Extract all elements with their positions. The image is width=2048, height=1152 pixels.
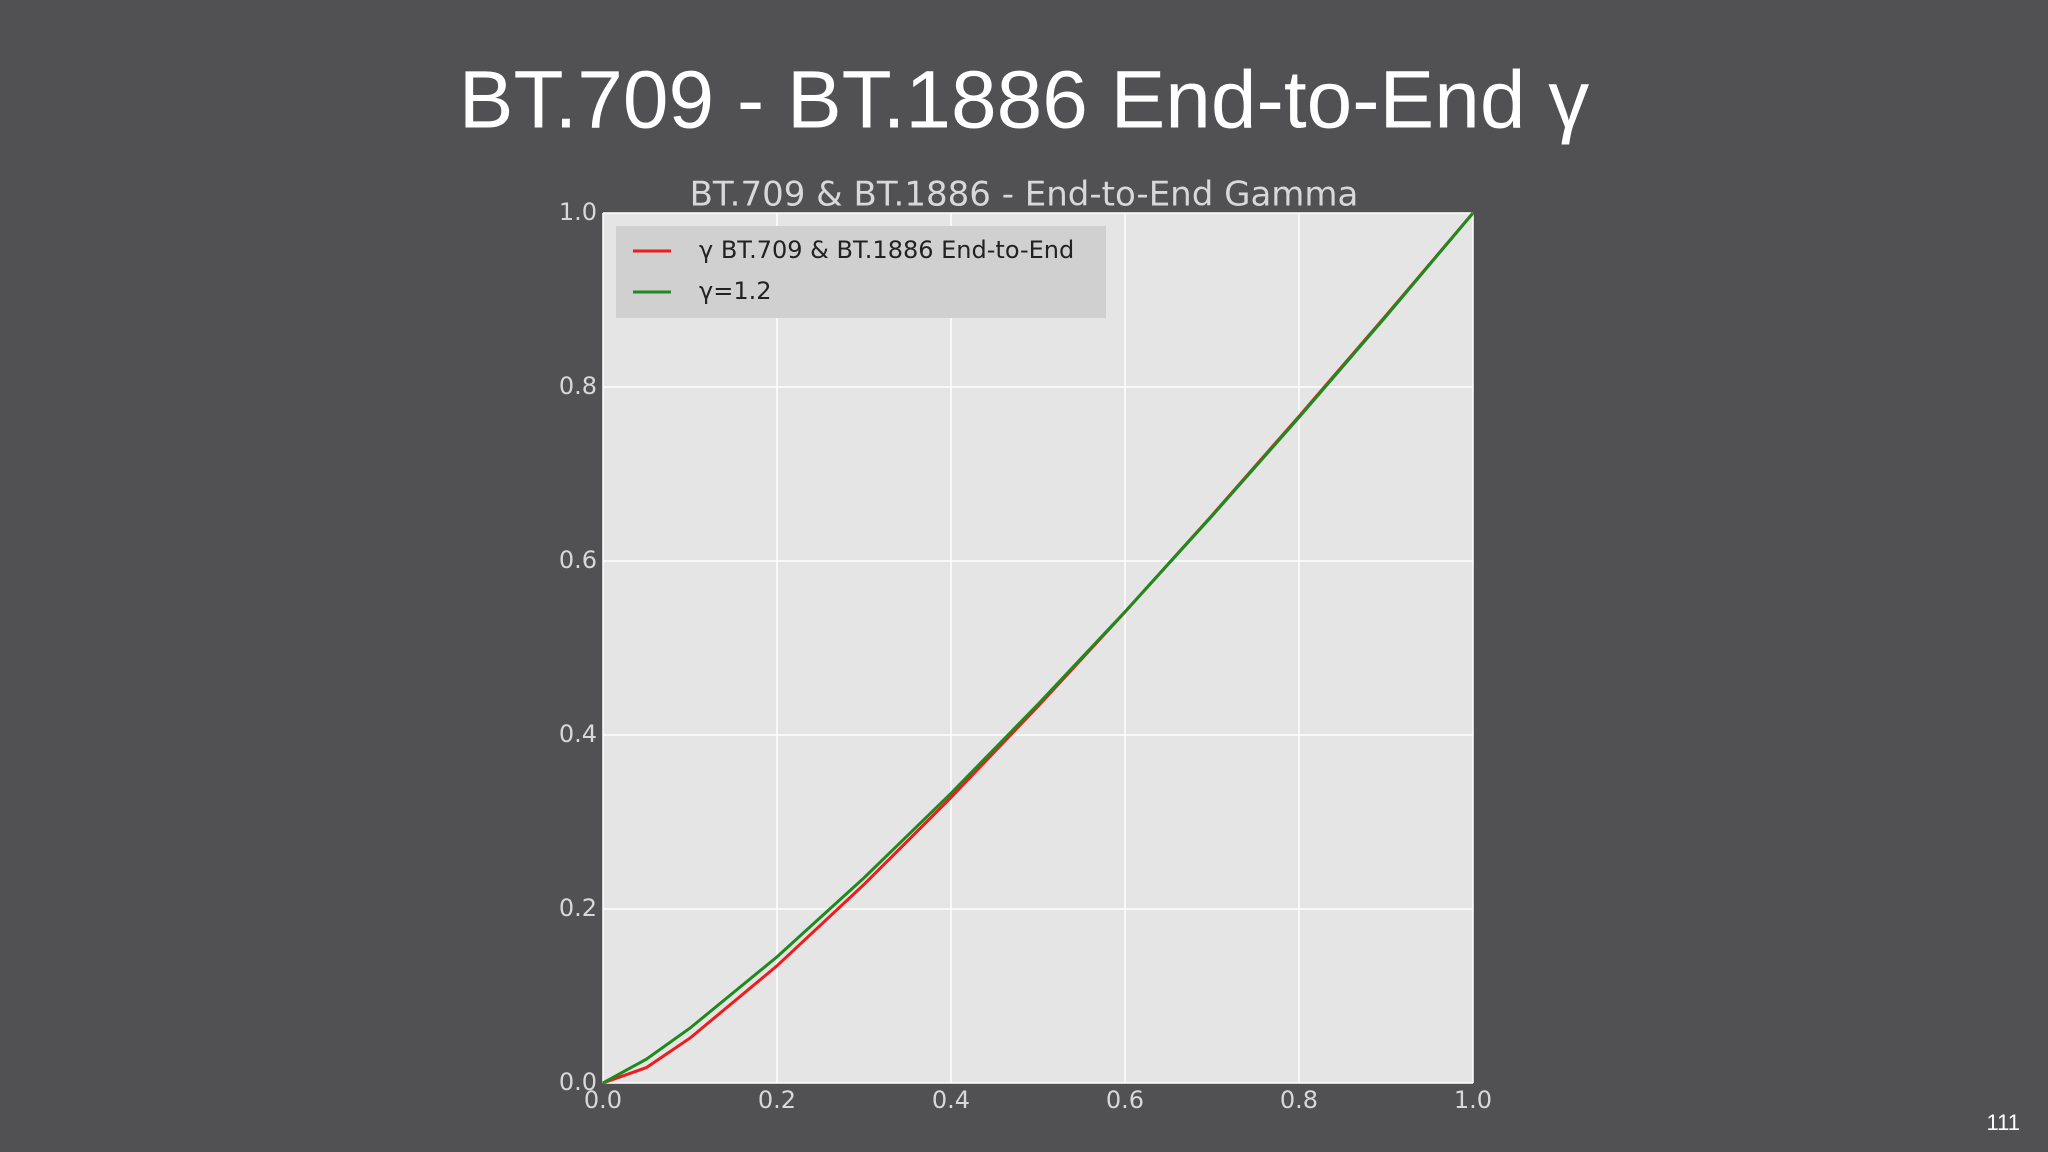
legend-label: γ BT.709 & BT.1886 End-to-End xyxy=(699,236,1074,264)
x-tick-label: 0.6 xyxy=(1106,1086,1144,1114)
x-tick-label: 0.8 xyxy=(1280,1086,1318,1114)
series-line xyxy=(602,212,1475,1085)
y-tick-label: 0.6 xyxy=(559,546,597,574)
x-tick-label: 0.0 xyxy=(584,1086,622,1114)
lines xyxy=(602,212,1475,1085)
x-tick-label: 0.2 xyxy=(758,1086,796,1114)
y-tick-label: 0.2 xyxy=(559,894,597,922)
x-tick-label: 0.4 xyxy=(932,1086,970,1114)
legend-label: γ=1.2 xyxy=(699,277,771,305)
y-tick-label: 0.0 xyxy=(559,1068,597,1096)
legend: γ BT.709 & BT.1886 End-to-End γ=1.2 xyxy=(616,226,1106,318)
y-tick-label: 0.4 xyxy=(559,720,597,748)
x-tick-label: 1.0 xyxy=(1454,1086,1492,1114)
page-number: 111 xyxy=(1987,1110,2020,1135)
slide-title: BT.709 - BT.1886 End-to-End γ xyxy=(459,55,1589,146)
y-tick-label: 1.0 xyxy=(559,198,597,226)
legend-box xyxy=(616,226,1106,318)
chart-title: BT.709 & BT.1886 - End-to-End Gamma xyxy=(690,175,1359,215)
plot-area xyxy=(603,213,1473,1083)
y-tick-label: 0.8 xyxy=(559,372,597,400)
grid xyxy=(602,212,1474,1084)
